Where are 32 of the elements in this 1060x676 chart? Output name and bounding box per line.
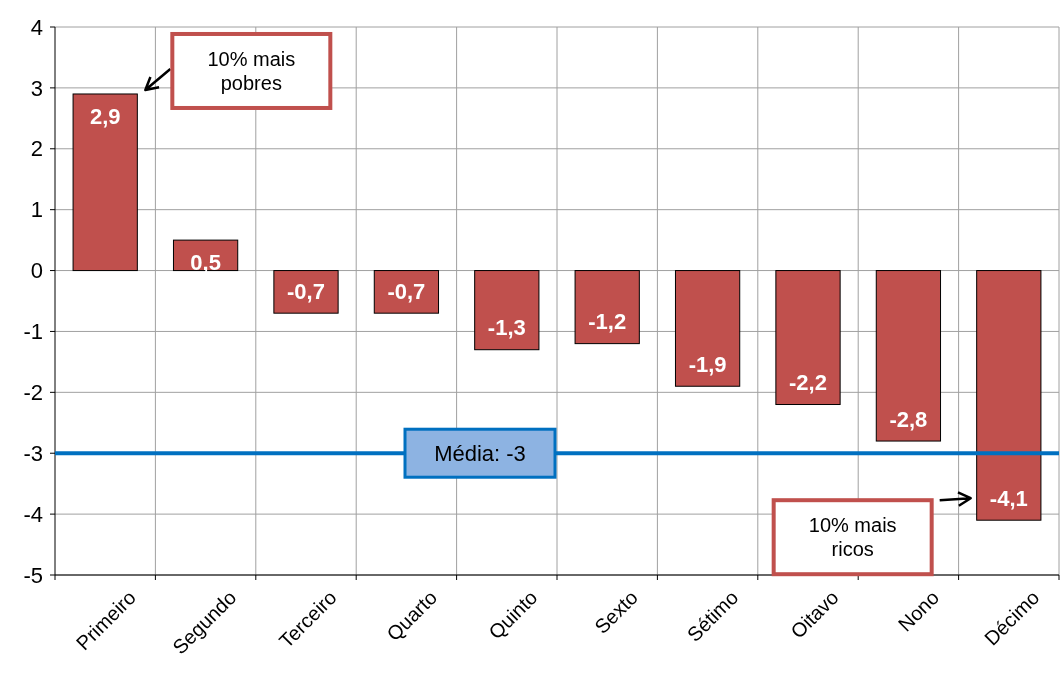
y-tick-label: -5	[23, 562, 43, 588]
bar	[775, 270, 841, 406]
y-tick-label: 4	[30, 14, 43, 40]
y-tick-label: -2	[23, 380, 43, 406]
data-label: -0,7	[287, 278, 325, 304]
ref-line-label: Média: -3	[434, 440, 526, 466]
bar	[674, 270, 741, 387]
bar	[373, 270, 440, 314]
data-label: 2,9	[89, 103, 121, 129]
data-label: -1,3	[487, 315, 526, 341]
bar	[875, 270, 942, 442]
y-tick-label: -1	[23, 319, 43, 345]
data-label: 0,5	[190, 249, 221, 275]
data-label: -2,2	[789, 370, 827, 396]
y-tick-label: -3	[23, 440, 43, 466]
data-label: -1,9	[688, 351, 727, 377]
annotation: 10% mais ricos	[808, 514, 897, 561]
y-tick-label: -4	[23, 501, 43, 527]
data-label: -4,1	[989, 485, 1028, 511]
y-tick-label: 2	[30, 136, 43, 162]
bar	[273, 270, 339, 314]
bar	[574, 270, 640, 345]
bar	[72, 93, 138, 272]
y-tick-label: 0	[30, 258, 43, 284]
data-label: -0,7	[387, 278, 426, 304]
bar	[976, 270, 1042, 521]
bar	[474, 270, 540, 351]
data-label: -1,2	[588, 309, 627, 335]
y-tick-label: 3	[30, 75, 43, 101]
y-tick-label: 1	[30, 197, 43, 223]
data-label: -2,8	[889, 406, 928, 432]
annotation: 10% mais pobres	[207, 47, 296, 94]
